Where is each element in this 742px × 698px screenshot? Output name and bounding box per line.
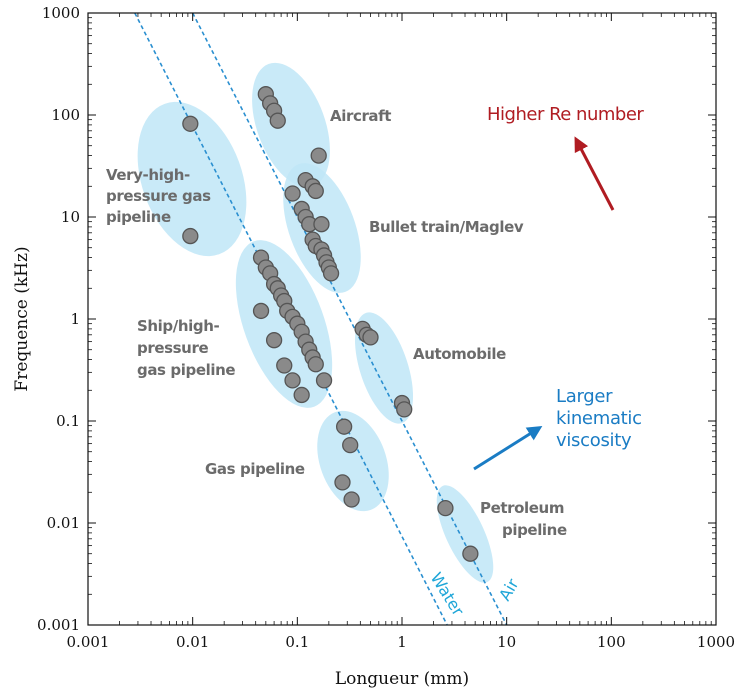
data-point-ship-high-pressure-gas-pipeline — [293, 386, 310, 404]
x-axis-title: Longueur (mm) — [335, 669, 469, 689]
y-tick-label: 100 — [51, 106, 80, 124]
data-point-ship-high-pressure-gas-pipeline — [307, 356, 324, 373]
x-tick-label: 0.1 — [285, 633, 309, 651]
y-tick-label: 0.1 — [56, 412, 80, 430]
data-point-bullet-train-maglev — [307, 182, 324, 200]
label-automobile-line-1: Automobile — [413, 345, 506, 363]
y-tick-labels: 0.001 0.01 0.1 1 10 100 1000 — [37, 4, 80, 634]
data-point-petroleum-pipeline — [462, 545, 479, 562]
note-larger-kinematic-viscosity: Larger kinematic viscosity — [556, 386, 647, 451]
x-tick-label: 0.001 — [67, 633, 110, 651]
data-point-ship-high-pressure-gas-pipeline — [284, 372, 301, 389]
x-tick-label: 10 — [497, 633, 516, 651]
data-point-ship-high-pressure-gas-pipeline — [315, 372, 333, 389]
label-petroleum-line-1: Petroleum — [480, 499, 564, 517]
data-point-gas-pipeline — [343, 491, 360, 508]
label-gas-pipeline-line-1: Gas pipeline — [205, 460, 305, 478]
y-tick-label: 10 — [61, 208, 80, 226]
x-tick-label: 100 — [597, 633, 626, 651]
line-label-air: Air — [495, 575, 523, 604]
data-point-very-high-pressure-gas-pipeline — [182, 227, 199, 245]
annotations: Higher Re number Larger kinematic viscos… — [473, 104, 647, 471]
y-tick-label: 0.01 — [47, 514, 80, 532]
region-automobile — [354, 312, 414, 424]
y-tick-label: 1000 — [42, 4, 80, 22]
data-point-very-high-pressure-gas-pipeline — [182, 115, 199, 132]
label-gas-pipeline: Gas pipeline — [205, 460, 305, 478]
label-vhp-line-2: pressure gas — [106, 187, 211, 205]
y-tick-label: 1 — [70, 310, 80, 328]
x-tick-label: 1000 — [697, 633, 735, 651]
x-tick-label: 0.01 — [176, 633, 209, 651]
note-viscosity-line-1: Larger — [556, 386, 613, 407]
arrow-higher-re-number — [574, 136, 615, 211]
group-regions — [137, 62, 494, 583]
label-ship-high-pressure-gas-pipeline: Ship/high- pressure gas pipeline — [137, 317, 235, 379]
label-aircraft: Aircraft — [330, 107, 391, 125]
y-axis-title: Frequence (kHz) — [12, 246, 32, 391]
data-point-bullet-train-maglev — [284, 185, 301, 202]
reference-line-air — [191, 12, 508, 626]
line-label-water: Water — [427, 569, 468, 620]
x-tick-labels: 0.001 0.01 0.1 1 10 100 1000 — [67, 633, 736, 651]
label-vhp-line-3: pipeline — [106, 208, 171, 226]
label-automobile: Automobile — [413, 345, 506, 363]
data-point-bullet-train-maglev — [322, 265, 340, 282]
data-point-ship-high-pressure-gas-pipeline — [252, 302, 270, 320]
data-point-aircraft — [269, 112, 286, 129]
region-very-high-pressure-gas-pipeline — [137, 101, 247, 257]
note-viscosity-line-2: kinematic — [556, 408, 642, 429]
note-higher-re-number-line-1: Higher Re number — [487, 104, 644, 125]
label-aircraft-line-1: Aircraft — [330, 107, 391, 125]
data-point-automobile — [362, 329, 379, 346]
label-petroleum-line-2: pipeline — [502, 521, 567, 539]
data-point-gas-pipeline — [342, 436, 359, 454]
axis-ticks — [87, 12, 717, 626]
data-point-gas-pipeline — [335, 418, 353, 435]
note-higher-re-number: Higher Re number — [487, 104, 644, 125]
data-point-gas-pipeline — [334, 474, 351, 491]
data-points — [182, 86, 479, 562]
label-bullet-train-maglev: Bullet train/Maglev — [369, 218, 524, 236]
data-point-ship-high-pressure-gas-pipeline — [265, 332, 283, 349]
label-ship-line-1: Ship/high- — [137, 317, 219, 335]
label-vhp-line-1: Very-high- — [106, 166, 190, 184]
group-labels: Aircraft Very-high- pressure gas pipelin… — [106, 107, 569, 539]
y-tick-label: 0.001 — [37, 616, 80, 634]
data-point-aircraft — [310, 147, 327, 164]
label-ship-line-3: gas pipeline — [137, 361, 235, 379]
data-point-bullet-train-maglev — [313, 216, 330, 233]
data-point-automobile — [396, 401, 413, 418]
label-petroleum-pipeline: Petroleum pipeline — [480, 499, 569, 539]
label-ship-line-2: pressure — [137, 339, 208, 357]
note-viscosity-line-3: viscosity — [556, 430, 632, 451]
x-tick-label: 1 — [397, 633, 407, 651]
label-bullet-line-1: Bullet train/Maglev — [369, 218, 524, 236]
label-very-high-pressure-gas-pipeline: Very-high- pressure gas pipeline — [106, 166, 215, 226]
arrow-larger-kinematic-viscosity — [473, 426, 543, 471]
region-gas-pipeline — [317, 410, 389, 512]
data-point-petroleum-pipeline — [437, 499, 454, 517]
data-point-ship-high-pressure-gas-pipeline — [276, 357, 293, 374]
